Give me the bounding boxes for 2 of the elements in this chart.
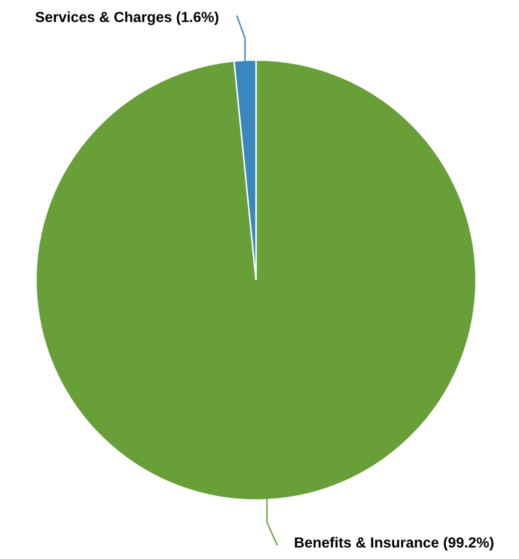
slice-label: Benefits & Insurance (99.2%): [294, 536, 494, 551]
slice-label: Services & Charges (1.6%): [35, 11, 218, 26]
